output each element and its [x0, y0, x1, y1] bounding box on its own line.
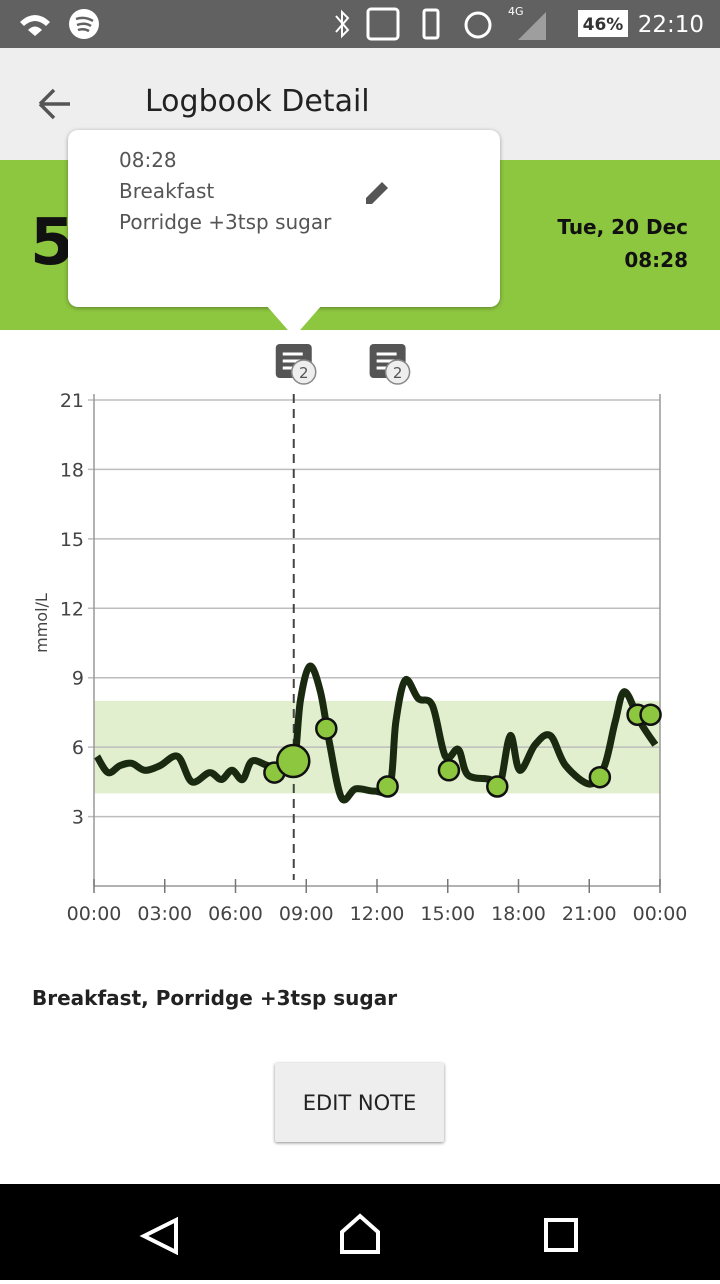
- nav-icons: [139, 1213, 578, 1256]
- nav-recents[interactable]: [544, 1218, 578, 1252]
- note-count: 2: [393, 364, 403, 382]
- edit-note-button[interactable]: EDIT NOTE: [275, 1063, 444, 1142]
- x-tick-label: 03:00: [137, 903, 192, 925]
- wifi-icon: [20, 15, 50, 36]
- y-tick-label: 18: [60, 459, 84, 481]
- screen-title: Logbook Detail: [145, 84, 370, 119]
- battery-level: 46%: [583, 15, 624, 35]
- popup-time: 08:28: [119, 148, 177, 172]
- y-tick-label: 21: [60, 390, 84, 412]
- edit-icon[interactable]: [362, 178, 392, 208]
- scan-point: [437, 759, 461, 782]
- scan-point: [588, 765, 612, 789]
- reading-time: 08:28: [624, 248, 688, 272]
- popup-pointer: [266, 305, 322, 337]
- scan-point: [376, 775, 399, 798]
- scan-point: [486, 775, 509, 798]
- x-tick-label: 00:00: [67, 903, 122, 925]
- glucose-line: [94, 662, 659, 804]
- popup-meal: Breakfast: [119, 179, 215, 203]
- y-tick-label: 12: [60, 598, 84, 620]
- x-tick-label: 15:00: [420, 903, 475, 925]
- scan-point: [639, 703, 662, 726]
- clock: 22:10: [638, 12, 704, 38]
- status-icons: 4G 46% 22:10: [20, 5, 704, 41]
- reading-date: Tue, 20 Dec: [557, 215, 688, 239]
- x-tick-label: 18:00: [491, 903, 546, 925]
- note-text: Breakfast, Porridge +3tsp sugar: [32, 986, 398, 1010]
- spotify-waves: [75, 16, 94, 33]
- note-count-badge: [291, 359, 317, 385]
- nav-home[interactable]: [340, 1213, 380, 1254]
- battery-icon: [578, 10, 628, 37]
- y-axis-label: mmol/L: [32, 593, 51, 653]
- y-tick-label: 9: [72, 668, 84, 690]
- note-popup: 08:28 Breakfast Porridge +3tsp sugar: [68, 130, 500, 307]
- y-tick-label: 6: [72, 737, 84, 759]
- y-tick-label: 3: [72, 807, 84, 829]
- alarm-icon: [464, 11, 492, 39]
- note-count-badge: [384, 359, 411, 385]
- x-tick-label: 09:00: [279, 903, 334, 925]
- glucose-chart: 3 6 9 12 15 18 21 00:00 03:00 06:00 09:00 12:00 15:0…: [32, 344, 688, 925]
- bluetooth-icon: [335, 9, 350, 39]
- network-type: 4G: [508, 5, 524, 18]
- x-tick-label: 21:00: [562, 903, 617, 925]
- popup-note: Porridge +3tsp sugar: [119, 210, 332, 234]
- x-tick-label: 00:00: [633, 903, 688, 925]
- nfc-icon: [366, 7, 400, 41]
- back-button[interactable]: [36, 86, 76, 122]
- note-count: 2: [299, 364, 309, 382]
- x-tick-label: 12:00: [350, 903, 405, 925]
- signal-icon: [518, 12, 546, 40]
- x-tick-label: 06:00: [208, 903, 263, 925]
- nav-back[interactable]: [139, 1216, 178, 1256]
- status-bar: 4G 46% 22:10: [0, 0, 720, 48]
- scan-point: [315, 717, 338, 740]
- y-tick-label: 15: [60, 529, 84, 551]
- scan-point: [276, 743, 311, 779]
- nav-bar: [0, 1184, 720, 1280]
- vibrate-icon: [422, 8, 440, 40]
- glucose-reading: 5: [30, 206, 75, 280]
